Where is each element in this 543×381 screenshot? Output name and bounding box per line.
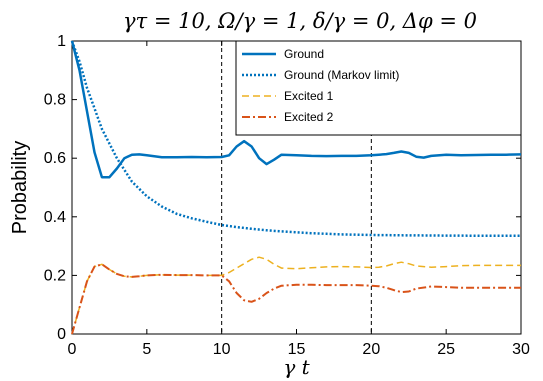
legend-box bbox=[235, 40, 522, 136]
y-tick-label: 0.4 bbox=[44, 209, 66, 226]
y-tick-label: 0.8 bbox=[44, 92, 66, 109]
x-tick-label: 5 bbox=[142, 341, 151, 358]
chart-title: γτ = 10, Ω/γ = 1, δ/γ = 0, Δφ = 0 bbox=[123, 9, 477, 33]
legend-label: Excited 1 bbox=[284, 89, 334, 103]
legend-label: Ground (Markov limit) bbox=[284, 68, 399, 82]
x-axis-label: γ t bbox=[283, 355, 310, 379]
legend-label: Ground bbox=[284, 47, 324, 61]
y-tick-label: 0.6 bbox=[44, 150, 66, 167]
y-tick-label: 0 bbox=[57, 326, 66, 343]
x-tick-label: 15 bbox=[288, 341, 306, 358]
x-tick-label: 0 bbox=[68, 341, 77, 358]
legend-label: Excited 2 bbox=[284, 110, 334, 124]
x-tick-label: 30 bbox=[512, 341, 530, 358]
series-line-ground-markov-limit bbox=[70, 40, 521, 238]
series-line-excited-1 bbox=[71, 256, 521, 335]
series-line-excited-2 bbox=[71, 263, 521, 335]
x-tick-label: 20 bbox=[362, 341, 380, 358]
x-tick-label: 25 bbox=[437, 341, 455, 358]
x-tick-label: 10 bbox=[213, 341, 231, 358]
axis-ticks: 0 5 10 15 20 25 30 0 0.2 0.4 0.6 0.8 1 bbox=[44, 33, 530, 358]
y-axis-label: Probability bbox=[9, 141, 31, 234]
series-line-ground bbox=[70, 40, 522, 179]
legend: Ground Ground (Markov limit) Excited 1 Exci… bbox=[235, 40, 522, 136]
y-tick-label: 0.2 bbox=[44, 267, 66, 284]
series-layer bbox=[70, 40, 522, 335]
y-tick-label: 1 bbox=[57, 33, 66, 50]
